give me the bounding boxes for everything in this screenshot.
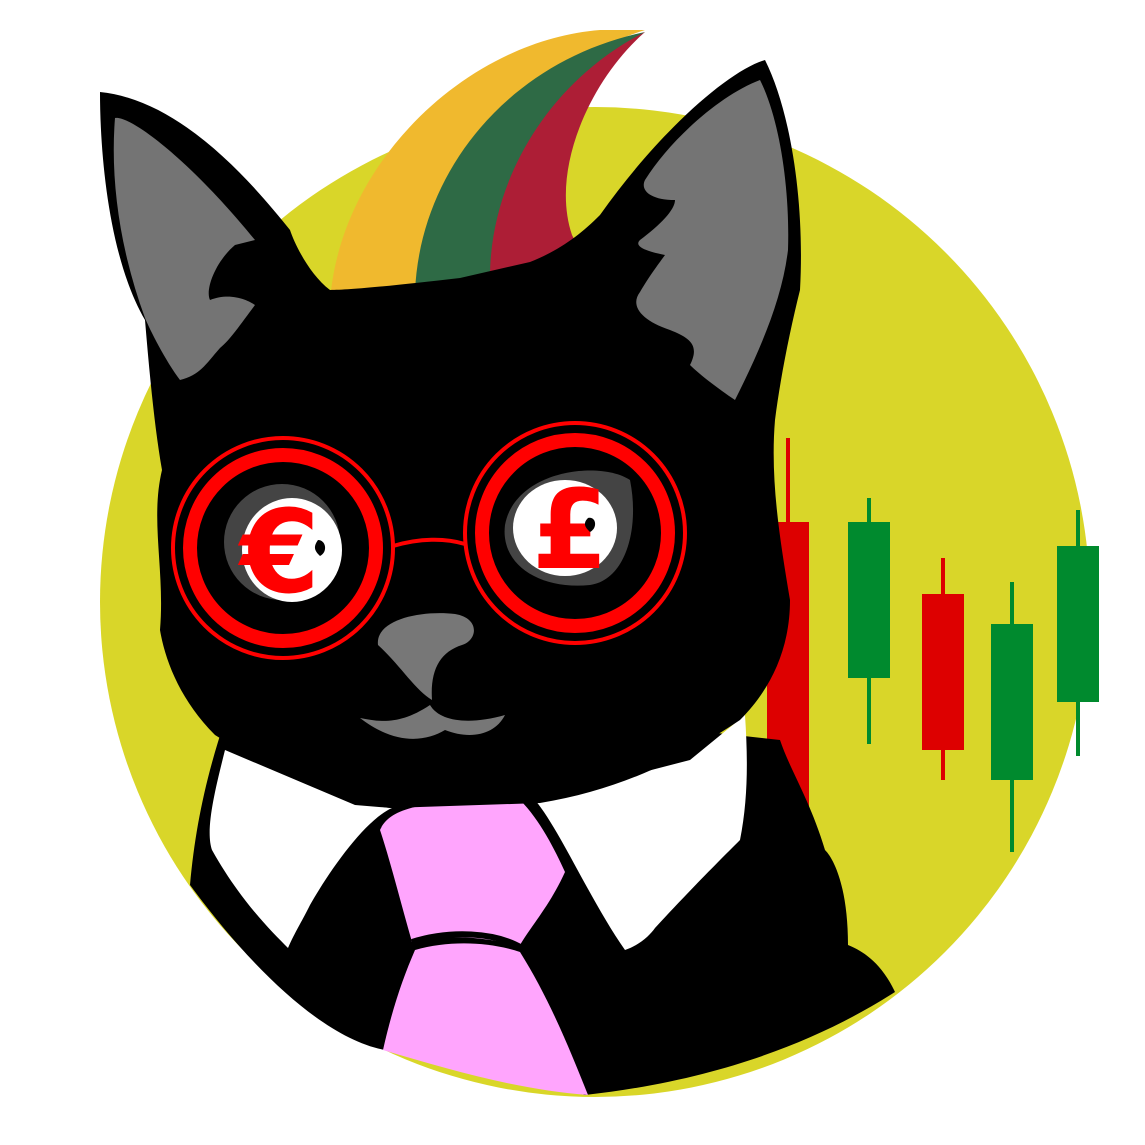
cat-head (100, 60, 801, 808)
right-eye-white (513, 480, 617, 576)
tie-blade (383, 943, 588, 1095)
left-eye: € (224, 484, 342, 620)
glasses (171, 421, 687, 660)
glasses-bridge (392, 537, 466, 548)
flag-stripe-yellow (330, 30, 645, 302)
left-lens-ring (183, 448, 383, 648)
flag-tuft (330, 30, 645, 302)
right-lens-outer-ring (463, 421, 687, 645)
right-eye-highlight (584, 517, 596, 532)
euro-symbol: € (237, 486, 320, 620)
candle-body-5 (1057, 546, 1099, 702)
candle-body-4 (991, 624, 1033, 780)
tie-knot-shadow (411, 931, 524, 951)
cat-mouth (360, 705, 505, 739)
right-ear-inner (636, 80, 789, 400)
pound-symbol: £ (532, 466, 609, 594)
left-eye-white (242, 498, 342, 602)
shirt-collar-left (209, 750, 392, 948)
tie-knot (380, 800, 565, 945)
right-lens-ring (475, 433, 675, 633)
cat-nose (377, 613, 474, 700)
left-eye-highlight (314, 540, 326, 556)
flag-stripe-red (489, 32, 645, 283)
flag-stripe-green (415, 32, 645, 292)
candle-body-2 (848, 522, 890, 678)
left-lens-outer-ring (171, 436, 395, 660)
left-ear-inner (113, 117, 255, 380)
shirt-collar-right (535, 715, 747, 950)
candle-body-3 (922, 594, 964, 750)
right-eye: £ (504, 466, 634, 594)
